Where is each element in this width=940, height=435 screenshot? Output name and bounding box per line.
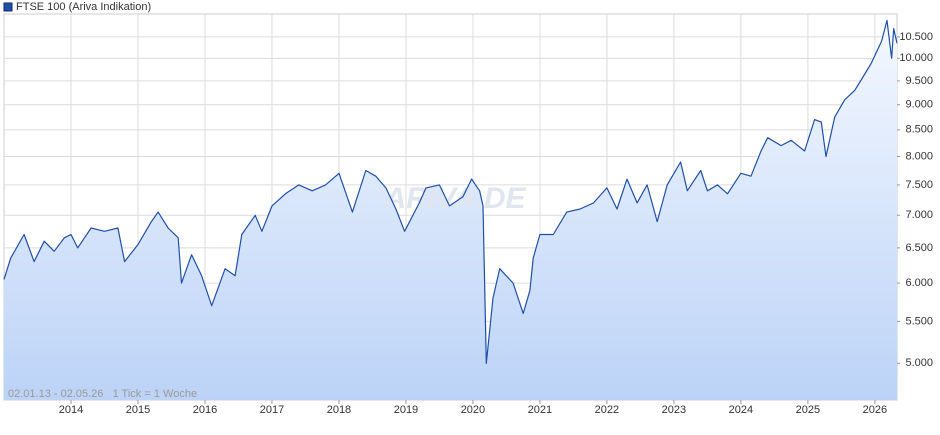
y-tick-label: 5.500: [905, 315, 933, 327]
area-layer: [4, 20, 897, 401]
x-tick-label: 2018: [327, 404, 351, 416]
x-tick-label: 2026: [863, 404, 887, 416]
line: [3, 19, 898, 364]
y-tick-label: 9.500: [905, 75, 933, 87]
y-tick-label: 8.500: [905, 124, 933, 136]
line-layer: [3, 19, 898, 364]
x-tick-label: 2020: [461, 404, 485, 416]
x-tick-label: 2024: [729, 404, 753, 416]
x-tick-label: 2019: [394, 404, 418, 416]
y-tick-label: 7.500: [905, 179, 933, 191]
y-tick-label: 8.000: [905, 150, 933, 162]
x-tick-label: 2023: [662, 404, 686, 416]
y-tick-label: 9.000: [905, 99, 933, 111]
x-tick-label: 2025: [796, 404, 820, 416]
x-tick-label: 2017: [260, 404, 284, 416]
x-tick-label: 2016: [193, 404, 217, 416]
x-tick-label: 2021: [528, 404, 552, 416]
x-tick-label: 2015: [126, 404, 150, 416]
x-tick-label: 2014: [59, 404, 83, 416]
y-tick-label: 10.000: [899, 52, 933, 64]
y-tick-label: 10.500: [899, 31, 933, 43]
note: 02.01.13 - 02.05.26 1 Tick = 1 Woche: [8, 388, 197, 400]
x-tick-label: 2022: [595, 404, 619, 416]
y-tick-label: 5.000: [905, 357, 933, 369]
legend-swatch: [3, 2, 13, 12]
y-tick-label: 7.000: [905, 209, 933, 221]
watermark: ARIVA.DE: [383, 182, 526, 215]
y-tick-label: 6.000: [905, 277, 933, 289]
y-tick-label: 6.500: [905, 242, 933, 254]
area: [4, 20, 897, 401]
legend-label: FTSE 100 (Ariva Indikation): [16, 1, 151, 13]
